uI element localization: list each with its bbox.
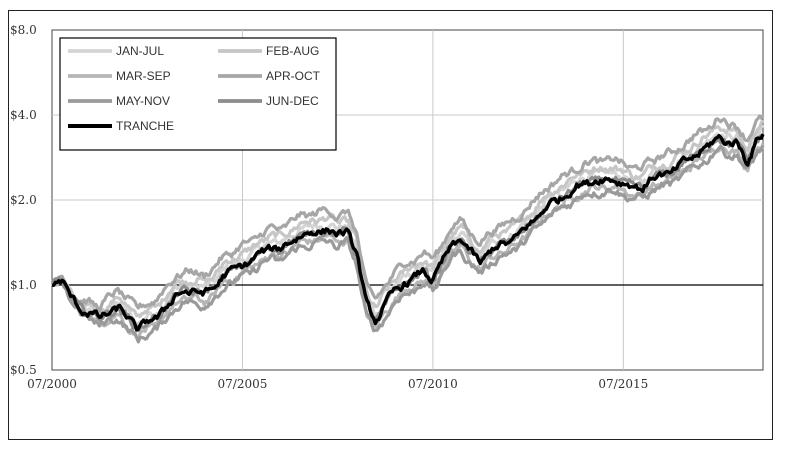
y-tick-label: $8.0 [10,23,37,37]
series-line-jan-jul [51,124,765,327]
series-line-feb-aug [51,119,765,319]
series-line-mar-sep [51,142,765,341]
legend-label: JUN-DEC [266,94,319,108]
series-layer [50,114,765,344]
series-line-tranche [51,133,765,332]
legend-label: MAR-SEP [116,69,171,83]
x-tick-label: 07/2000 [27,377,77,391]
legend-label: MAY-NOV [116,94,170,108]
series-line-may-nov [51,144,765,344]
legend-label: JAN-JUL [116,44,164,58]
x-tick-label: 07/2015 [598,377,648,391]
legend-label: TRANCHE [116,119,174,133]
legend: JAN-JUL FEB-AUG MAR-SEP APR-OCT MAY-NOV JUN-D… [59,37,337,151]
y-tick-label: $4.0 [10,108,37,122]
series-line-apr-oct [50,114,765,313]
legend-label: APR-OCT [266,69,321,83]
x-tick-label: 07/2005 [218,377,268,391]
x-tick-label: 07/2010 [408,377,458,391]
y-tick-label: $1.0 [10,278,37,292]
tick-layer: $0.5 $1.0 $2.0 $4.0 $8.0 07/2000 07/2005 07/201… [10,23,648,391]
legend-label: FEB-AUG [266,44,319,58]
legend-box [59,37,337,151]
y-tick-label: $2.0 [10,193,37,207]
y-tick-label: $0.5 [10,363,37,377]
